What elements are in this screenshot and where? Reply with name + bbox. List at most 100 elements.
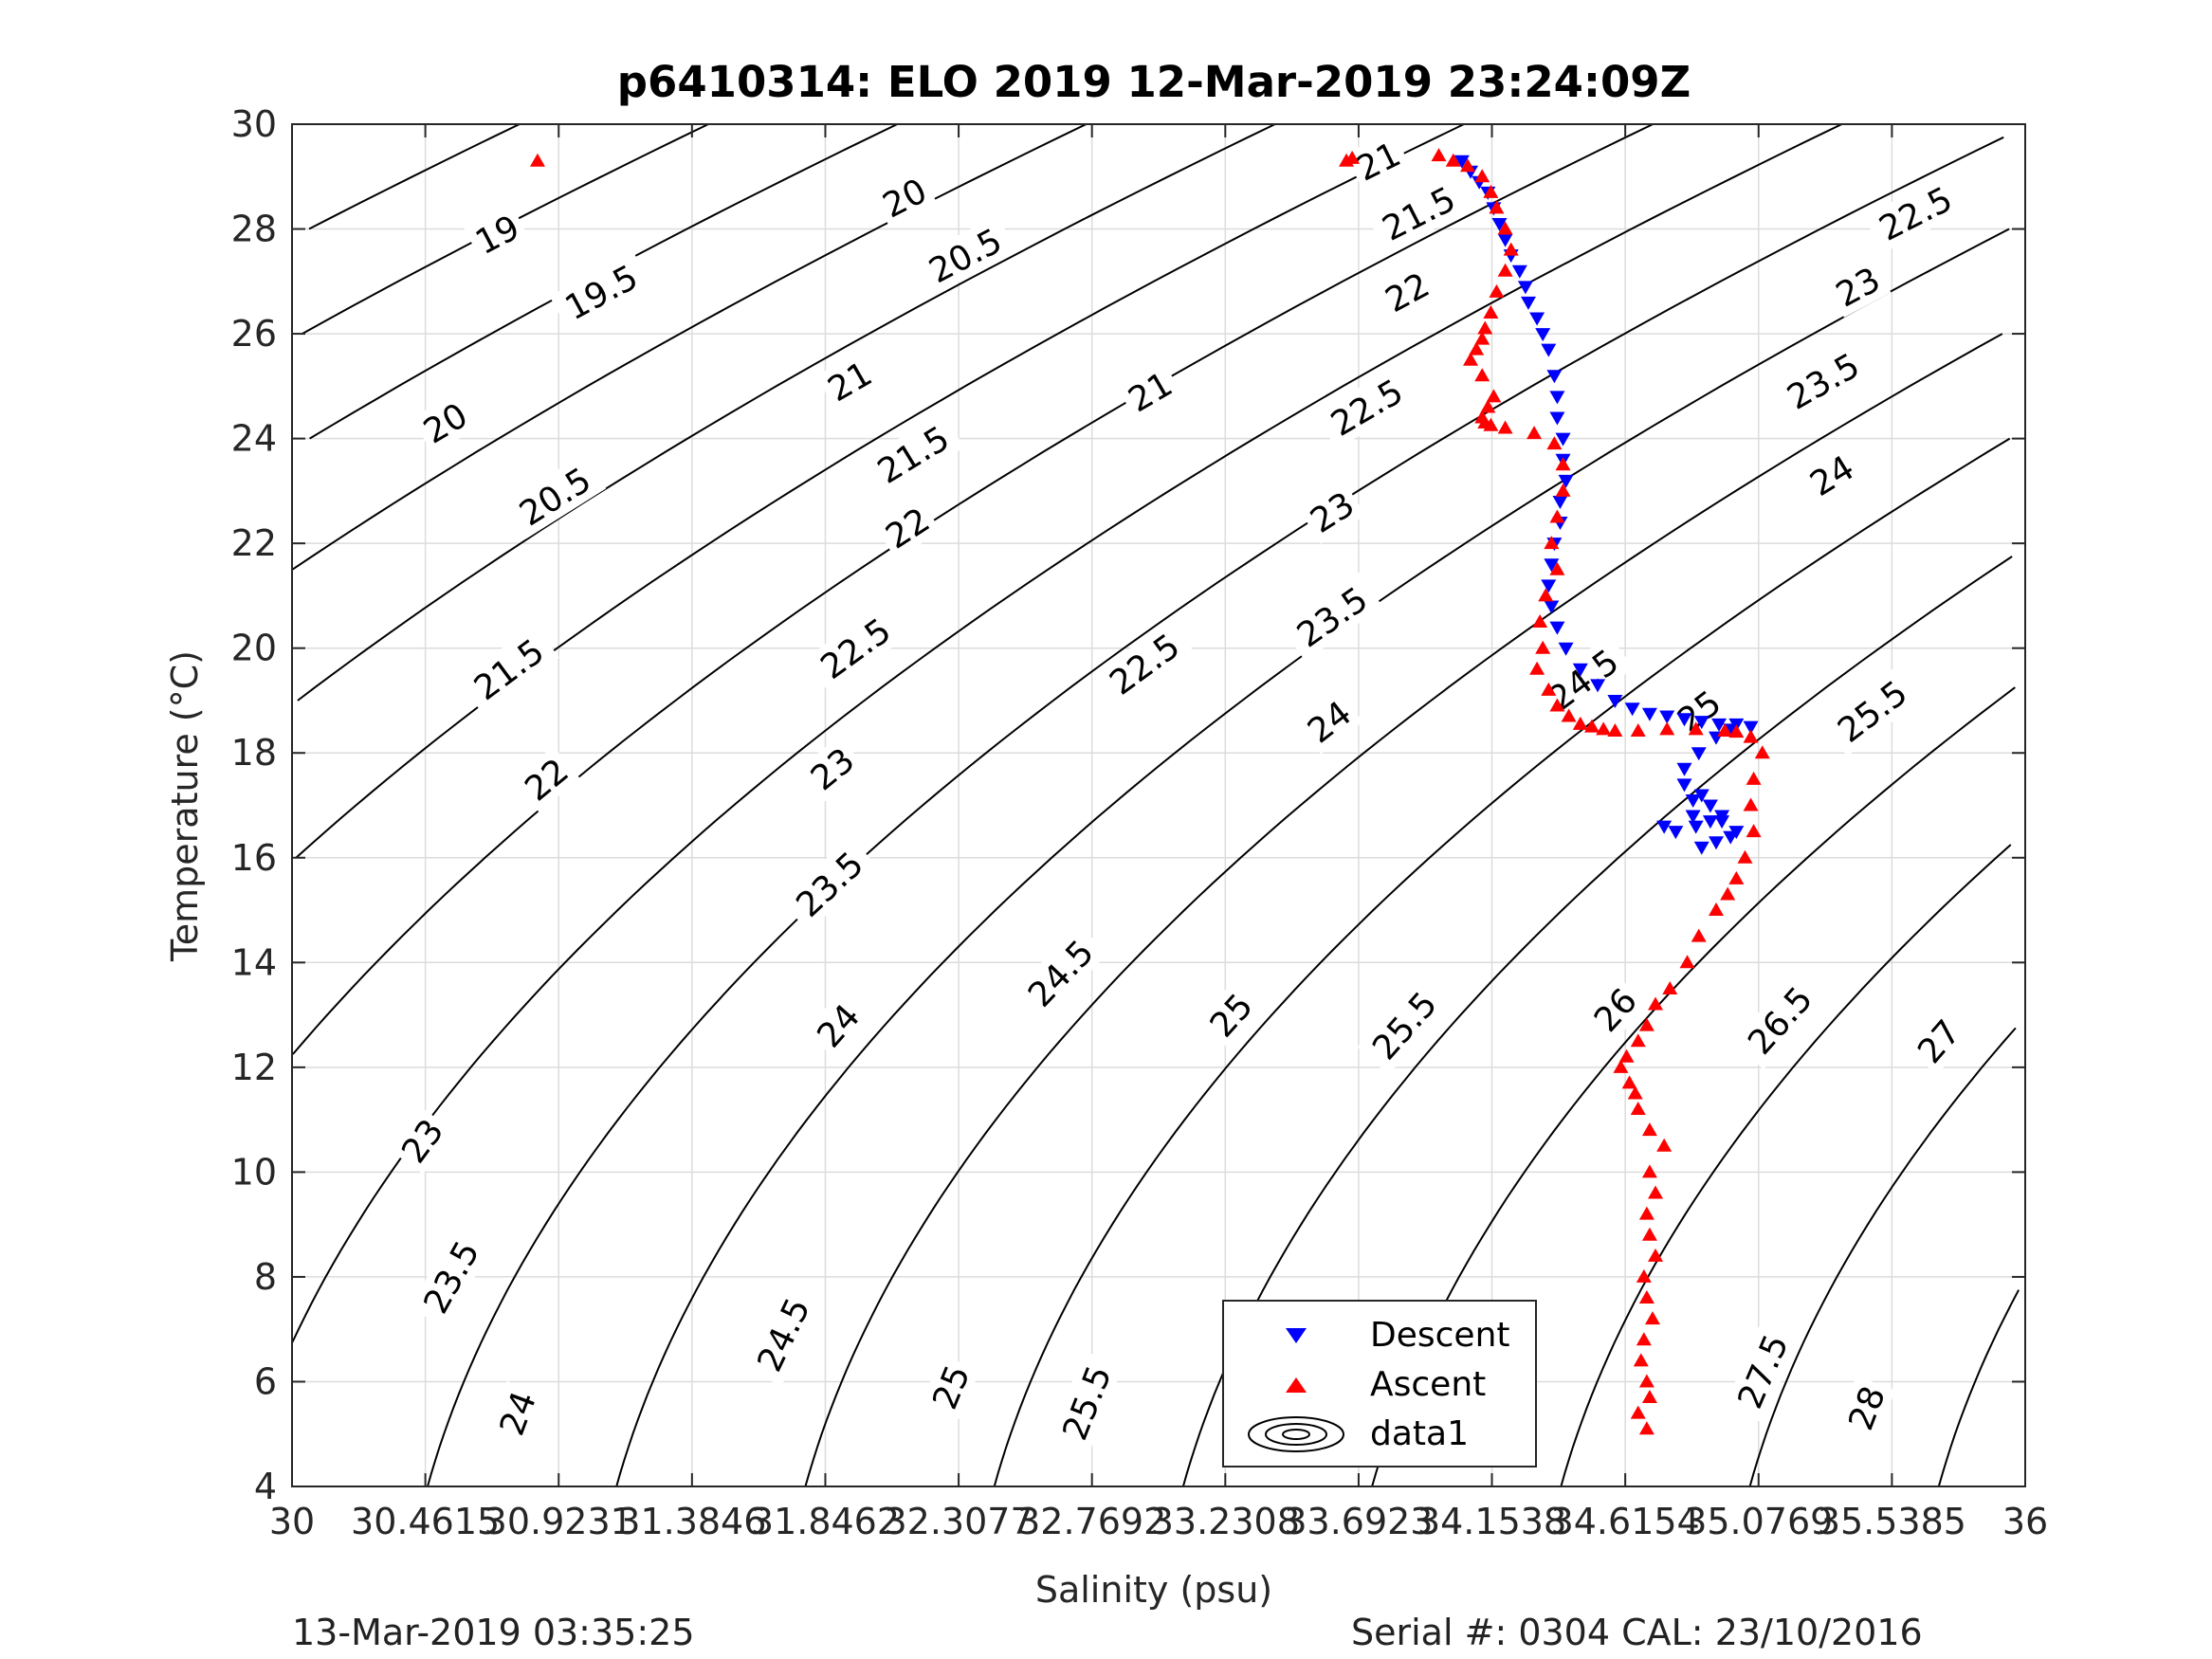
ascent-point [1544,536,1560,550]
ascent-point [1445,153,1461,167]
x-tick-label: 30.9231 [484,1501,633,1542]
y-tick-label: 22 [231,522,277,564]
descent-point [1693,841,1709,855]
descent-point [1676,778,1692,793]
chart-title: p6410314: ELO 2019 12-Mar-2019 23:24:09Z [617,57,1691,107]
ascent-point [1644,1311,1660,1325]
sigma-contour-line [804,333,2003,1487]
contour-label-text: 21 [822,355,879,410]
contour-label-bg [1732,971,1827,1070]
contour-label: 25 [1197,981,1265,1049]
contour-label: 25.5 [1050,1351,1124,1455]
descent-point [1497,233,1513,247]
contour-label: 22.5 [1863,173,1967,254]
contour-label: 24 [804,992,871,1060]
descent-point [1702,799,1718,813]
descent-point [1676,713,1692,727]
ascent-point [1633,1353,1649,1367]
sigma-contour-line [308,123,521,230]
x-tick-label: 33.6923 [1284,1501,1433,1542]
sigma-contour-line [1560,844,2012,1487]
axis-ticks: 30 30.461530.923131.384631.846232.307732.… [231,103,2049,1542]
contour-label: 21.5 [861,411,965,498]
ascent-point [1743,729,1759,743]
contour-label: 23 [389,1106,455,1175]
descent-point [1676,762,1692,776]
ascent-point [1549,561,1565,575]
contour-label: 26.5 [1732,971,1827,1070]
ascent-point [1483,417,1499,431]
ascent-point [1344,150,1361,164]
contour-label-bg [549,250,653,333]
contour-label: 24 [488,1380,547,1446]
descent-point [1552,495,1568,509]
ascent-point [1541,682,1557,696]
contour-label: 21 [815,349,884,412]
ascent-point [1489,200,1505,214]
contour-label-text: 21 [1123,365,1179,420]
ascent-point [1746,824,1762,838]
ascent-point [1728,870,1745,884]
ascent-point [1717,723,1733,738]
y-tick-label: 18 [231,732,277,774]
contour-label-bg [1863,173,1967,254]
legend-descent-marker [1286,1328,1307,1343]
descent-point [1723,830,1739,845]
ascent-point [1555,457,1571,471]
ascent-point [1679,955,1695,969]
x-tick-label: 34.1538 [1417,1501,1566,1542]
descent-point [1453,155,1470,169]
ascent-point [1489,283,1505,298]
contour-label-bg [1116,359,1184,423]
ascent-point [1463,352,1479,366]
legend-ascent-label: Ascent [1370,1365,1486,1404]
descent-point [1688,820,1704,834]
sigma-contour-line [1748,1027,2017,1487]
y-tick-label: 16 [231,837,277,879]
y-tick-label: 28 [231,209,277,250]
descent-point [1491,218,1508,232]
ascent-point [1477,320,1493,335]
ascent-point [1638,1421,1654,1435]
descent-point [1529,312,1545,326]
ascent-point [1630,1102,1646,1116]
contour-label-bg [1298,480,1366,544]
contour-label-text: 22 [879,501,937,556]
ascent-point [1483,304,1499,319]
contour-label-bg [921,1354,980,1420]
data-markers [529,148,1770,1435]
descent-point [1511,264,1527,279]
y-tick-label: 26 [231,313,277,355]
descent-point [1693,716,1709,730]
contour-label-bg [458,624,559,715]
descent-point [1549,411,1565,426]
y-tick-label: 12 [231,1047,277,1088]
contour-label: 24.5 [743,1283,823,1387]
y-tick-label: 14 [231,941,277,983]
x-tick-label: 31.3846 [617,1501,766,1542]
contour-label-bg [1050,1351,1124,1455]
ascent-point [1662,980,1678,994]
descent-point [1668,826,1684,840]
contour-label: 24.5 [1012,924,1108,1022]
ascent-point [1618,1048,1635,1063]
ascent-point [1638,1374,1654,1388]
descent-point [1624,702,1640,717]
contour-label-bg [1357,975,1452,1075]
ascent-point [1641,1227,1657,1241]
contour-label-bg [1724,1319,1801,1424]
y-axis-label: Temperature (°C) [164,650,206,962]
descent-point [1546,370,1563,384]
contour-label-bg [1665,678,1733,744]
ascent-point [1641,1164,1657,1178]
contour-label-bg [1315,365,1418,449]
descent-point [1693,789,1709,803]
descent-point [1590,679,1606,693]
descent-point [1641,707,1657,721]
ascent-point [1607,723,1623,738]
ascent-point [1641,1390,1657,1404]
descent-point [1702,815,1718,830]
contour-label: 26 [1581,975,1649,1044]
contour-label-bg [1366,173,1471,254]
ascent-point [1728,724,1745,738]
